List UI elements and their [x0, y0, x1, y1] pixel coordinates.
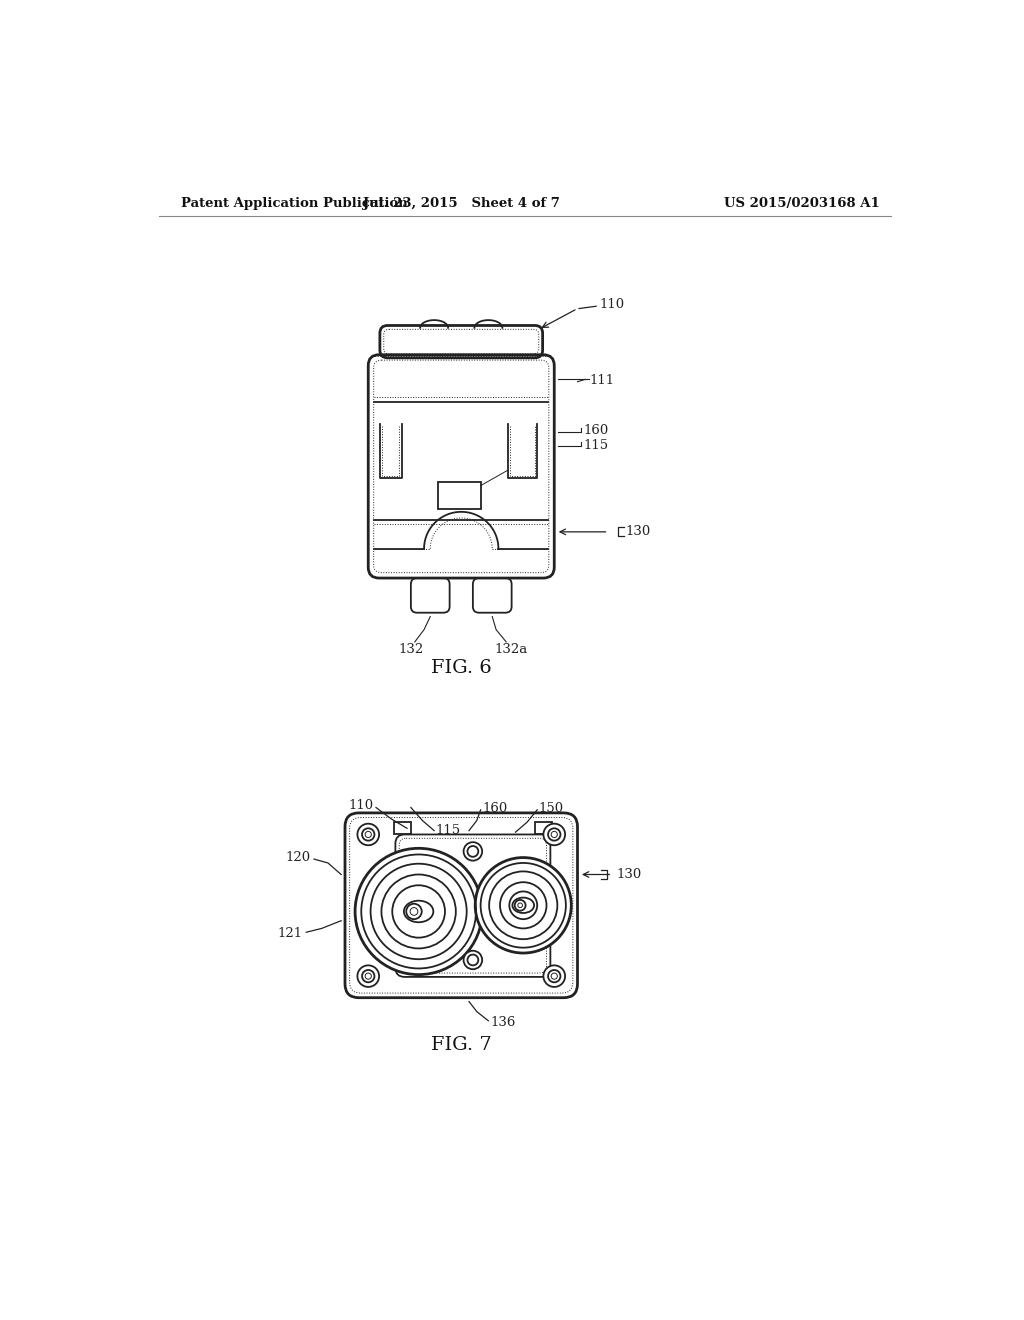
Text: 132a: 132a [495, 643, 527, 656]
Text: Jul. 23, 2015   Sheet 4 of 7: Jul. 23, 2015 Sheet 4 of 7 [362, 197, 560, 210]
Circle shape [544, 965, 565, 987]
Text: 110: 110 [348, 799, 374, 812]
Text: FIG. 6: FIG. 6 [431, 659, 492, 677]
Text: 160: 160 [482, 801, 508, 814]
Text: US 2015/0203168 A1: US 2015/0203168 A1 [724, 197, 880, 210]
Circle shape [544, 824, 565, 845]
Text: 120: 120 [285, 851, 310, 865]
Text: FIG. 7: FIG. 7 [431, 1036, 492, 1055]
Circle shape [475, 858, 571, 953]
Circle shape [464, 842, 482, 861]
Circle shape [407, 904, 422, 919]
Circle shape [515, 900, 525, 911]
Text: 130: 130 [616, 869, 641, 880]
Bar [394, 822, 411, 834]
Text: 130: 130 [626, 525, 651, 539]
Text: 121: 121 [278, 927, 302, 940]
Circle shape [357, 965, 379, 987]
Bar [438, 482, 480, 508]
Text: 115: 115 [435, 824, 461, 837]
Text: Patent Application Publication: Patent Application Publication [180, 197, 408, 210]
Text: 150: 150 [539, 801, 564, 814]
Text: 136: 136 [490, 1016, 516, 1028]
Text: 132: 132 [398, 643, 424, 656]
Circle shape [464, 950, 482, 969]
Bar [535, 822, 552, 834]
Text: 111: 111 [590, 374, 615, 387]
Text: 115: 115 [584, 440, 609, 453]
Circle shape [357, 824, 379, 845]
Text: 160: 160 [584, 424, 609, 437]
Circle shape [355, 849, 482, 974]
Text: 110: 110 [599, 298, 625, 312]
